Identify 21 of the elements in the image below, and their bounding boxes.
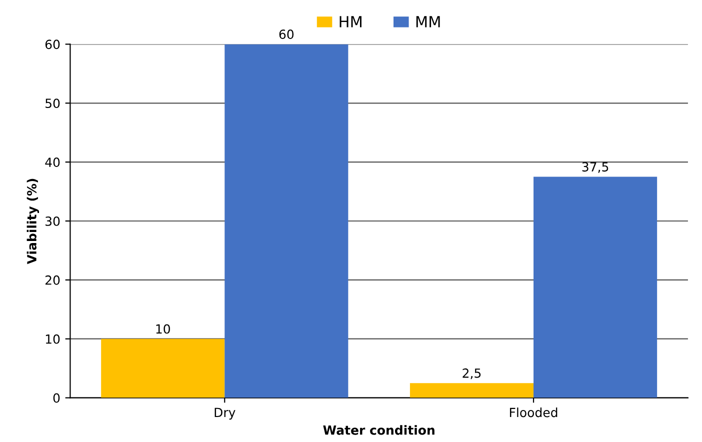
x-tick-label: Flooded xyxy=(510,408,558,418)
data-label: 10 xyxy=(156,324,170,334)
y-tick-label: 0 xyxy=(53,393,60,403)
y-tick-label: 20 xyxy=(45,275,60,285)
y-axis-title: Viability (%) xyxy=(26,178,40,264)
bar xyxy=(224,44,348,398)
y-tick-label: 60 xyxy=(45,40,60,50)
data-label: 60 xyxy=(279,30,294,39)
y-tick-label: 40 xyxy=(45,158,60,167)
y-tick-label: 30 xyxy=(46,216,60,226)
bar xyxy=(534,176,658,398)
data-label: 2,5 xyxy=(462,368,481,380)
bar xyxy=(101,338,225,398)
y-tick-label: 10 xyxy=(46,334,60,344)
x-axis-title: Water condition xyxy=(323,425,434,435)
x-tick-label: Dry xyxy=(214,408,236,420)
y-tick-label: 50 xyxy=(46,98,60,108)
legend-label: HM xyxy=(340,16,362,28)
bar xyxy=(410,383,534,398)
legend-label: MM xyxy=(416,16,440,28)
data-label: 37,5 xyxy=(582,162,608,173)
